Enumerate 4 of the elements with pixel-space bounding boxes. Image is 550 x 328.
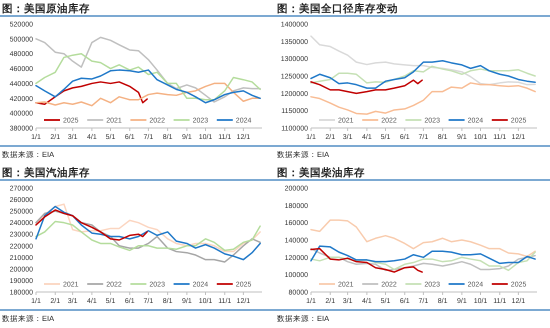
title: 图：美国汽油库存 xyxy=(2,167,90,179)
title: 图：美国原油库存 xyxy=(2,3,90,15)
title: 图：美国全口径库存变动 xyxy=(277,3,398,15)
title: 图：美国柴油库存 xyxy=(277,167,365,179)
